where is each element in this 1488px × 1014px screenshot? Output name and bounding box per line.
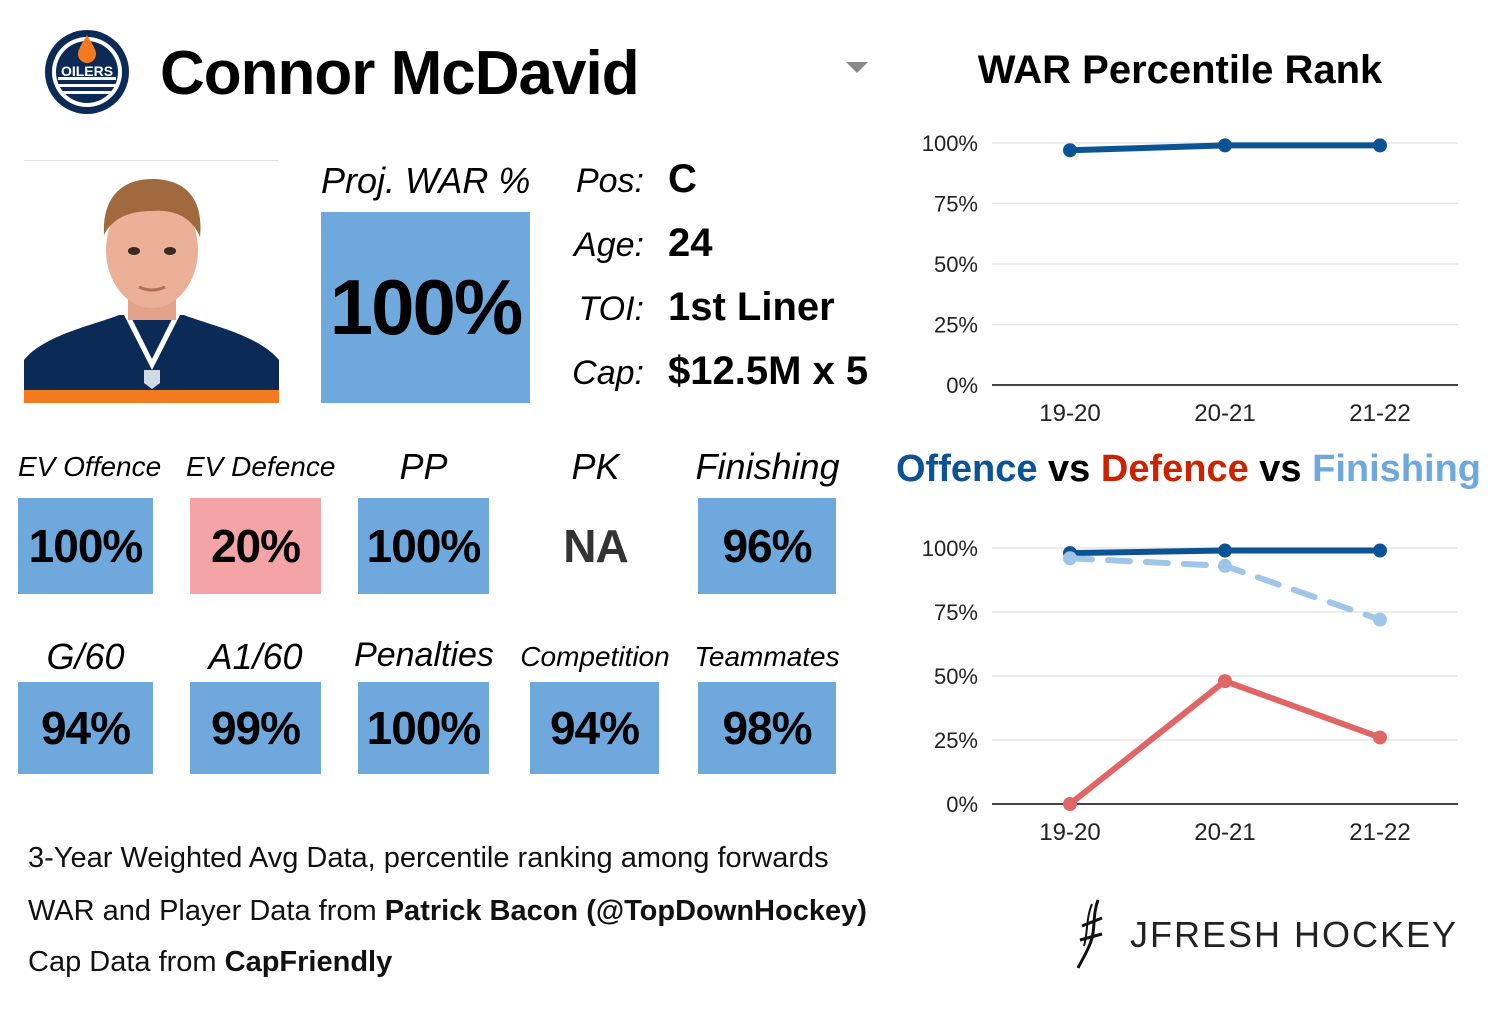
teammates-label: Teammates [694, 641, 840, 672]
war-percentile-chart: 0% 25% 50% 75% 100% 19-20 20-21 21-22 [922, 131, 1458, 427]
data-point [1063, 143, 1077, 158]
player-photo [24, 165, 279, 403]
finishing-tile: 96% [698, 498, 836, 594]
title-vs-1: vs [1048, 448, 1091, 490]
pp-label: PP [399, 446, 448, 487]
finishing-label: Finishing [695, 446, 840, 487]
data-point [1218, 674, 1232, 689]
pos-label: Pos: [575, 162, 644, 200]
ev-offence-tile: 100% [18, 498, 153, 594]
player-select-caret-icon[interactable] [846, 62, 868, 73]
logo-text: OILERS [61, 63, 113, 79]
cap-value: $12.5M x 5 [668, 349, 869, 393]
x-tick-label: 21-22 [1349, 400, 1410, 427]
age-label: Age: [574, 226, 644, 264]
pos-value: C [668, 157, 697, 201]
footer-source-war: Patrick Bacon (@TopDownHockey) [384, 895, 867, 927]
title-finishing: Finishing [1312, 448, 1482, 490]
g60-tile: 94% [18, 682, 153, 774]
y-tick-label: 100% [922, 536, 978, 561]
data-point [1218, 138, 1232, 153]
footer-line-3-prefix: Cap Data from [28, 946, 225, 978]
competition-label: Competition [520, 641, 670, 672]
data-point [1218, 558, 1232, 573]
pp-tile: 100% [358, 498, 489, 594]
g60-label: G/60 [46, 636, 125, 677]
data-point [1373, 730, 1387, 745]
y-tick-label: 25% [934, 728, 978, 753]
war-chart-title: WAR Percentile Rank [977, 48, 1383, 92]
ev-offence-label: EV Offence [18, 451, 162, 482]
y-tick-label: 50% [934, 252, 978, 277]
y-tick-label: 100% [922, 131, 978, 156]
proj-war-value: 100% [329, 263, 523, 351]
footer-line-2: WAR and Player Data from Patrick Bacon (… [28, 895, 867, 928]
x-tick-label: 20-21 [1194, 400, 1255, 427]
brand-text: JFRESH HOCKEY [1130, 914, 1459, 955]
proj-war-label: Proj. WAR % [321, 160, 531, 201]
pk-tile: NA [563, 520, 628, 572]
ev-defence-label: EV Defence [186, 451, 336, 482]
title-vs-2: vs [1259, 448, 1302, 490]
y-tick-label: 75% [934, 600, 978, 625]
penalties-label: Penalties [354, 636, 494, 674]
series-line [1067, 678, 1383, 807]
divider [24, 160, 279, 161]
brand-logo-icon [1076, 899, 1103, 969]
footer-line-1: 3-Year Weighted Avg Data, percentile ran… [28, 842, 829, 874]
y-tick-label: 25% [934, 313, 978, 338]
y-tick-label: 75% [934, 192, 978, 217]
y-tick-label: 50% [934, 664, 978, 689]
data-point [1373, 543, 1387, 558]
teammates-tile: 98% [698, 682, 836, 774]
a160-tile: 99% [190, 682, 321, 774]
competition-tile: 94% [530, 682, 659, 774]
footer-line-2-prefix: WAR and Player Data from [28, 895, 385, 927]
offence-defence-finishing-chart: 0% 25% 50% 75% 100% 19-20 20-21 21-22 [922, 536, 1458, 846]
pk-label: PK [571, 446, 620, 487]
player-name: Connor McDavid [160, 39, 640, 108]
toi-label: TOI: [578, 290, 645, 328]
penalties-tile: 100% [358, 682, 489, 774]
data-point [1063, 797, 1077, 811]
footer-line-3: Cap Data from CapFriendly [28, 946, 392, 979]
title-offence: Offence [896, 448, 1038, 490]
x-tick-label: 20-21 [1194, 819, 1255, 846]
x-tick-label: 21-22 [1349, 819, 1410, 846]
ovd-chart-title: Offence vs Defence vs Finishing [896, 448, 1481, 491]
oilers-logo: OILERS [45, 30, 129, 114]
footer-source-cap: CapFriendly [224, 946, 393, 978]
ev-defence-tile: 20% [190, 498, 321, 594]
y-tick-label: 0% [946, 373, 978, 398]
age-value: 24 [668, 221, 713, 265]
toi-value: 1st Liner [668, 285, 835, 329]
data-point [1373, 138, 1387, 153]
a160-label: A1/60 [208, 636, 303, 677]
brand: JFRESH HOCKEY [1072, 896, 1462, 976]
cap-label: Cap: [572, 354, 644, 392]
x-tick-label: 19-20 [1039, 400, 1100, 427]
x-tick-label: 19-20 [1039, 819, 1100, 846]
y-tick-label: 0% [946, 792, 978, 817]
title-defence: Defence [1100, 448, 1249, 490]
proj-war-tile: 100% [321, 212, 530, 403]
data-point [1218, 543, 1232, 558]
data-point [1063, 551, 1077, 566]
data-point [1373, 612, 1387, 627]
